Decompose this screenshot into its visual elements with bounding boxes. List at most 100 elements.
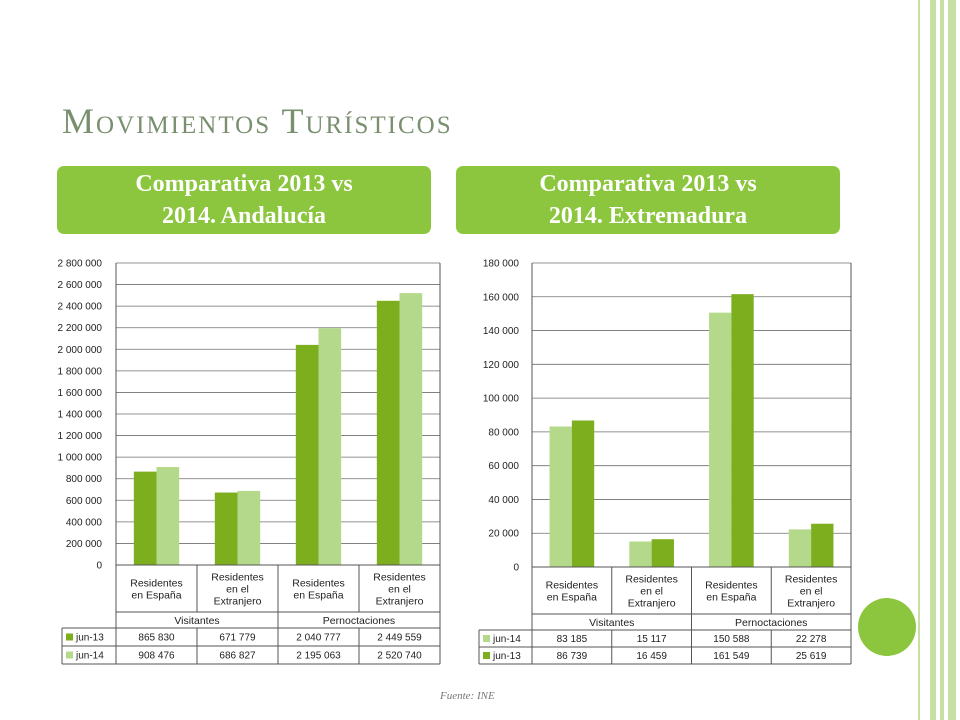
y-tick-label: 1 000 000 bbox=[58, 453, 103, 464]
frame-line bbox=[948, 0, 956, 720]
bar-jun-13 bbox=[133, 471, 157, 565]
category-label: Extranjero bbox=[628, 598, 676, 610]
table-value: 161 549 bbox=[713, 651, 750, 662]
frame-line bbox=[918, 0, 920, 720]
right-header-line2: 2014. Extremadura bbox=[548, 203, 748, 229]
category-label: Residentes bbox=[546, 580, 599, 592]
bar-jun-13 bbox=[376, 300, 400, 565]
category-label: en España bbox=[131, 590, 181, 602]
y-tick-label: 2 400 000 bbox=[58, 302, 103, 313]
category-label: Extranjero bbox=[787, 598, 835, 610]
category-label: en el bbox=[640, 586, 663, 598]
table-value: 686 827 bbox=[219, 651, 256, 662]
table-value: 865 830 bbox=[138, 633, 175, 644]
decorative-circle bbox=[858, 598, 916, 656]
bar-jun-13 bbox=[811, 523, 834, 567]
y-tick-label: 2 600 000 bbox=[58, 280, 103, 291]
legend-label: jun-14 bbox=[75, 651, 104, 662]
table-value: 15 117 bbox=[637, 634, 667, 645]
y-tick-label: 400 000 bbox=[66, 517, 103, 528]
y-tick-label: 80 000 bbox=[488, 427, 519, 438]
y-tick-label: 0 bbox=[96, 561, 102, 572]
y-tick-label: 20 000 bbox=[488, 529, 519, 540]
bar-jun-14 bbox=[237, 490, 261, 565]
y-tick-label: 1 400 000 bbox=[58, 410, 103, 421]
table-value: 908 476 bbox=[138, 651, 175, 662]
category-label: Residentes bbox=[705, 580, 758, 592]
category-label: Extranjero bbox=[214, 596, 262, 608]
y-tick-label: 120 000 bbox=[483, 360, 520, 371]
legend-swatch-jun-14 bbox=[66, 651, 73, 659]
table-value: 83 185 bbox=[557, 634, 588, 645]
left-header-line2: 2014. Andalucía bbox=[161, 203, 327, 229]
legend-label: jun-13 bbox=[75, 633, 104, 644]
group-label: Pernoctaciones bbox=[735, 617, 807, 629]
y-tick-label: 2 000 000 bbox=[58, 345, 103, 356]
legend-swatch-jun-13 bbox=[483, 652, 490, 659]
category-label: en España bbox=[547, 592, 597, 604]
bar-jun-13 bbox=[651, 539, 674, 567]
table-value: 2 195 063 bbox=[296, 651, 341, 662]
category-label: Residentes bbox=[130, 578, 183, 590]
frame-line bbox=[940, 0, 944, 720]
y-tick-label: 800 000 bbox=[66, 474, 103, 485]
table-value: 671 779 bbox=[219, 633, 256, 644]
table-value: 150 588 bbox=[713, 634, 750, 645]
legend-swatch-jun-13 bbox=[66, 633, 73, 641]
left-chart-header: Comparativa 2013 vs 2014. Andalucía bbox=[57, 166, 431, 234]
bar-jun-14 bbox=[318, 328, 342, 565]
category-label: Residentes bbox=[625, 574, 678, 586]
table-value: 2 520 740 bbox=[377, 651, 422, 662]
group-label: Pernoctaciones bbox=[323, 615, 395, 627]
right-header-line1: Comparativa 2013 vs bbox=[539, 171, 757, 197]
bar-jun-14 bbox=[788, 529, 812, 567]
y-tick-label: 1 800 000 bbox=[58, 366, 103, 377]
y-tick-label: 60 000 bbox=[488, 461, 519, 472]
y-tick-label: 180 000 bbox=[483, 259, 520, 270]
category-label: Extranjero bbox=[376, 596, 424, 608]
table-value: 86 739 bbox=[557, 651, 588, 662]
source-note: Fuente: INE bbox=[440, 690, 495, 702]
y-tick-label: 200 000 bbox=[66, 539, 103, 550]
table-value: 16 459 bbox=[636, 651, 667, 662]
category-label: Residentes bbox=[373, 572, 426, 584]
category-label: Residentes bbox=[292, 578, 345, 590]
bar-jun-14 bbox=[629, 541, 652, 567]
category-label: en el bbox=[800, 586, 823, 598]
legend-swatch-jun-14 bbox=[483, 635, 490, 642]
bar-jun-14 bbox=[709, 312, 732, 567]
legend-label: jun-14 bbox=[492, 634, 521, 645]
legend-label: jun-13 bbox=[492, 651, 521, 662]
group-label: Visitantes bbox=[174, 615, 219, 627]
y-tick-label: 1 600 000 bbox=[58, 388, 103, 399]
y-tick-label: 40 000 bbox=[488, 495, 519, 506]
y-tick-label: 140 000 bbox=[483, 326, 520, 337]
left-header-line1: Comparativa 2013 vs bbox=[135, 171, 353, 197]
bar-jun-13 bbox=[214, 492, 238, 565]
y-tick-label: 1 200 000 bbox=[58, 431, 103, 442]
category-label: en España bbox=[293, 590, 343, 602]
bar-jun-14 bbox=[156, 467, 180, 565]
group-label: Visitantes bbox=[589, 617, 634, 629]
bar-jun-14 bbox=[549, 426, 572, 567]
y-tick-label: 2 200 000 bbox=[58, 323, 103, 334]
y-tick-label: 160 000 bbox=[483, 292, 520, 303]
slide-title: Movimientos Turísticos bbox=[62, 101, 453, 141]
bar-jun-13 bbox=[295, 344, 319, 565]
frame-line bbox=[930, 0, 936, 720]
bar-jun-13 bbox=[571, 420, 595, 567]
y-tick-label: 100 000 bbox=[483, 394, 520, 405]
bar-jun-13 bbox=[731, 294, 754, 567]
table-value: 25 619 bbox=[796, 651, 827, 662]
right-chart-header: Comparativa 2013 vs 2014. Extremadura bbox=[456, 166, 840, 234]
bar-jun-14 bbox=[399, 293, 423, 565]
category-label: Residentes bbox=[785, 574, 838, 586]
y-tick-label: 600 000 bbox=[66, 496, 103, 507]
category-label: en el bbox=[388, 584, 411, 596]
category-label: Residentes bbox=[211, 572, 264, 584]
table-value: 2 449 559 bbox=[377, 633, 422, 644]
category-label: en el bbox=[226, 584, 249, 596]
y-tick-label: 0 bbox=[513, 563, 519, 574]
y-tick-label: 2 800 000 bbox=[58, 259, 103, 270]
